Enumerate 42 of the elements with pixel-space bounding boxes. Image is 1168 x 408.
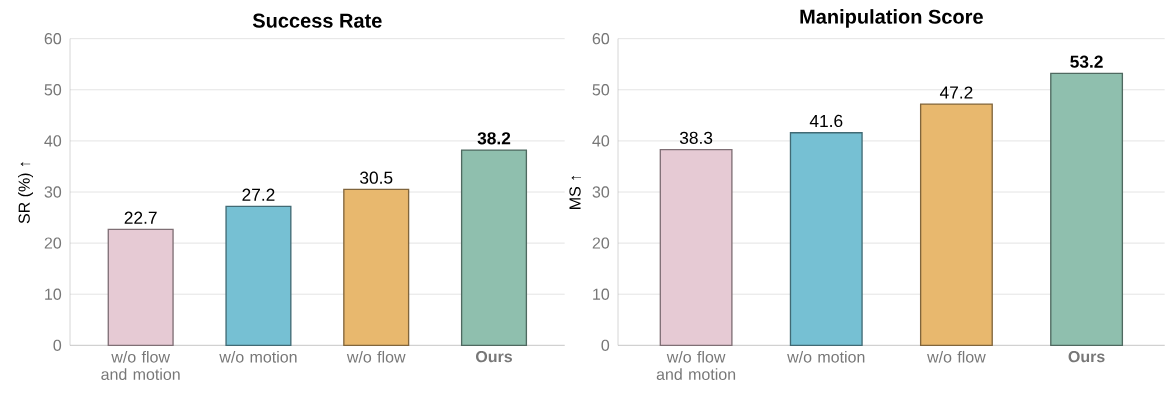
y-tick-label: 50 xyxy=(44,84,62,96)
data-label: 22.7 xyxy=(124,211,157,224)
y-tick-label: 40 xyxy=(592,135,610,147)
y-tick-label: 30 xyxy=(44,186,62,198)
x-tick-label: w/o motion xyxy=(219,350,297,363)
data-label: 38.3 xyxy=(679,131,713,144)
y-axis-title: MS ↑ xyxy=(569,175,582,209)
data-label: 41.6 xyxy=(809,114,843,128)
y-tick-label: 0 xyxy=(601,339,610,352)
bar xyxy=(225,205,292,346)
bar xyxy=(460,149,528,346)
bar xyxy=(107,228,174,346)
bar xyxy=(919,103,993,346)
y-axis-title: SR (%) ↑ xyxy=(18,162,34,224)
y-tick-label: 20 xyxy=(44,237,62,249)
y-tick-label: 10 xyxy=(45,288,62,300)
x-tick-label: w/o flow xyxy=(346,350,406,363)
x-tick-label: Ours xyxy=(476,350,513,363)
chart-title: Manipulation Score xyxy=(800,9,983,28)
y-tick-label: 50 xyxy=(592,84,610,96)
x-tick-label: w/o motion xyxy=(787,350,865,363)
y-tick-label: 0 xyxy=(53,339,62,352)
data-label: 30.5 xyxy=(360,171,393,184)
data-label: 38.2 xyxy=(477,132,511,145)
chart-title: Success Rate xyxy=(252,13,382,28)
bar xyxy=(1050,72,1124,346)
data-label: 53.2 xyxy=(1070,55,1103,68)
x-tick-label: w/o flow and motion xyxy=(656,350,736,381)
bar xyxy=(789,132,863,346)
y-tick-label: 60 xyxy=(592,33,610,45)
x-tick-label: w/o flow xyxy=(927,350,986,363)
y-tick-label: 40 xyxy=(44,135,62,147)
data-label: 47.2 xyxy=(939,86,973,99)
bar xyxy=(659,148,733,346)
x-tick-label: Ours xyxy=(1068,350,1105,363)
y-tick-label: 20 xyxy=(592,237,610,249)
x-tick-label: w/o flow and motion xyxy=(101,350,180,381)
y-tick-label: 10 xyxy=(593,288,610,300)
data-label: 27.2 xyxy=(242,188,275,201)
bar xyxy=(343,188,410,346)
y-tick-label: 30 xyxy=(592,186,610,198)
y-tick-label: 60 xyxy=(44,33,62,45)
